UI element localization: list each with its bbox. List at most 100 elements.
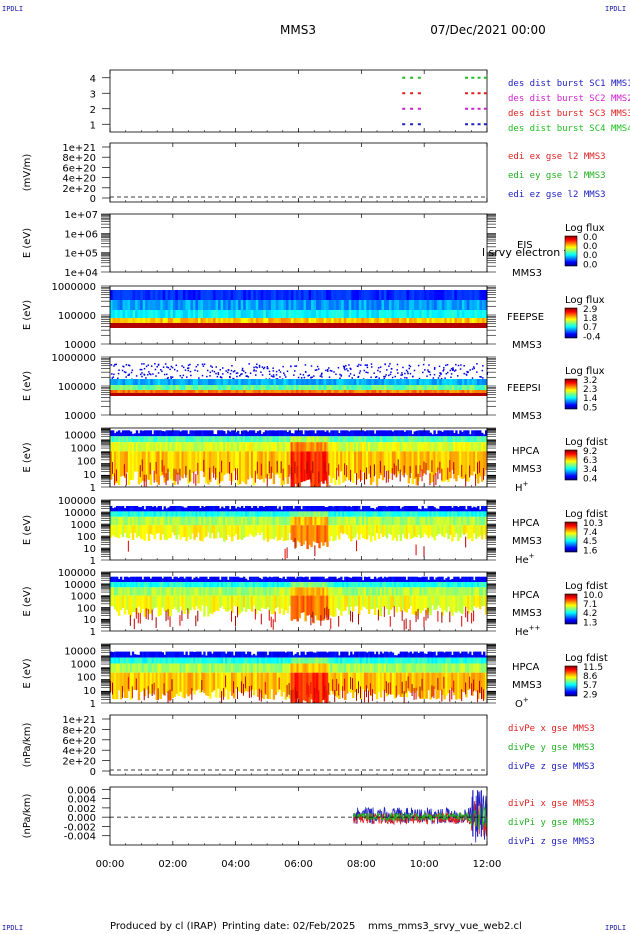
hpca_he-cell (342, 511, 345, 517)
hpca_hepp-cell (371, 578, 375, 583)
hpca_hepp-cell (395, 595, 399, 613)
hpca_h-cell (379, 451, 383, 476)
feepse-cell (441, 310, 445, 318)
hpca_he-cell (111, 525, 115, 536)
feepse-cell (240, 323, 244, 328)
hpca_hepp-cell (393, 582, 397, 588)
hpca_h-cell (395, 442, 399, 452)
hpca_h-spike (461, 464, 463, 477)
feepsi-cell (368, 379, 372, 385)
hpca_he-cell (407, 511, 411, 517)
feepse-cell (401, 300, 405, 310)
hpca_hepp-cell (199, 582, 202, 588)
hpca_he-cell (183, 507, 186, 512)
feepsi-cell (376, 393, 380, 396)
hpca_hepp-cell (409, 582, 412, 588)
hpca_he-cell (238, 507, 242, 512)
hpca_hepp-cell (365, 595, 369, 610)
feepsi-cell (185, 376, 188, 378)
hpca_he-cell (183, 525, 186, 537)
hpca_he-cell (248, 525, 252, 534)
hpca_hepp-cell (320, 595, 323, 621)
hpca_h-cell (365, 436, 369, 443)
hpca_h-cell (157, 451, 161, 485)
feepsi-cell (263, 379, 267, 385)
hpca_he-cell (177, 511, 180, 517)
feepsi-cell (125, 379, 128, 385)
hpca_hepp-cell (125, 576, 129, 583)
feepsi-cell (456, 390, 460, 393)
feepsi-cell (293, 390, 297, 393)
feepsi-cell (154, 363, 156, 365)
hpca_hepp-spike (449, 611, 451, 623)
hpca_h-cell (447, 436, 450, 443)
hpca_h-cell (439, 430, 442, 437)
burst-mark (483, 92, 487, 95)
feepsi-cell (394, 393, 397, 396)
feepse-cell (140, 310, 144, 318)
feepsi-cell (255, 370, 257, 372)
hpca_h-cell (260, 434, 264, 437)
feepse-cell (298, 323, 302, 328)
feepsi-cell (373, 379, 377, 385)
hpca_hepp-cell (455, 595, 458, 613)
feepsi-cell (135, 393, 139, 396)
hpca_he-cell (201, 506, 204, 512)
feepse-cell (197, 290, 201, 300)
hpca_h-cell (141, 430, 145, 437)
hpca_hepp-cell (193, 595, 196, 610)
feepsi-cell (301, 390, 304, 393)
hpca_h-cell (447, 451, 450, 482)
hpca_h-cell (133, 433, 137, 437)
hpca_hepp-cell (447, 576, 450, 583)
feepsi-cell (333, 385, 337, 390)
hpca_hepp-cell (371, 582, 375, 588)
feepsi-cell (390, 371, 392, 373)
feepsi-cell (314, 369, 317, 371)
hpca_h-species-label: H+ (515, 480, 529, 494)
feepse-cell (195, 323, 199, 328)
hpca_he-cell (153, 525, 157, 540)
hpca_h-cell (209, 436, 212, 443)
feepsi-cell (438, 365, 441, 368)
hpca_he-cell (131, 525, 135, 540)
feepsi-cell (351, 385, 355, 390)
feepsi-cell (232, 377, 234, 380)
feepse-cell (326, 290, 330, 300)
feepse-cell (368, 323, 372, 328)
hpca_hepp-cell (266, 582, 270, 588)
hpca_h-cell (318, 436, 321, 443)
feepse-cell (318, 300, 322, 310)
feepse-cell (396, 318, 400, 323)
feepsi-cell (249, 372, 252, 375)
hpca_h-cell (405, 451, 409, 475)
feepse-cell (208, 318, 211, 323)
hpca_he-cell (248, 511, 252, 517)
feepse-cell (481, 318, 485, 323)
hpca_hepp-cell (262, 582, 266, 588)
feepsi-cell (419, 393, 423, 396)
hpca_h-cell (264, 430, 268, 437)
hpca_h-cell (431, 451, 434, 482)
hpca_h-cell (332, 451, 335, 479)
feepsi-cell (431, 379, 435, 385)
feepsi-cell (215, 366, 218, 368)
hpca_h-spike (229, 462, 231, 474)
hpca_h-cell (326, 430, 329, 437)
hpca_h-spike (441, 468, 443, 481)
hpca_h-cell (175, 436, 178, 443)
hpca_h-cell (322, 451, 325, 484)
feepsi-cell (316, 393, 320, 396)
hpca_h-spike (195, 473, 197, 486)
hpca_he-cell (193, 525, 196, 540)
hpca_hepp-cell (328, 595, 331, 615)
hpca_he-cell (125, 506, 129, 512)
feepsi-cell (471, 390, 475, 393)
hpca_hepp-cell (479, 576, 482, 583)
hpca_h-cell (465, 451, 468, 482)
hpca_hepp-cell (119, 587, 123, 596)
hpca_he-cell (165, 516, 168, 526)
feepsi-cell (283, 379, 287, 385)
hpca_hepp-cell (242, 576, 246, 583)
feepsi-cell (424, 379, 428, 385)
